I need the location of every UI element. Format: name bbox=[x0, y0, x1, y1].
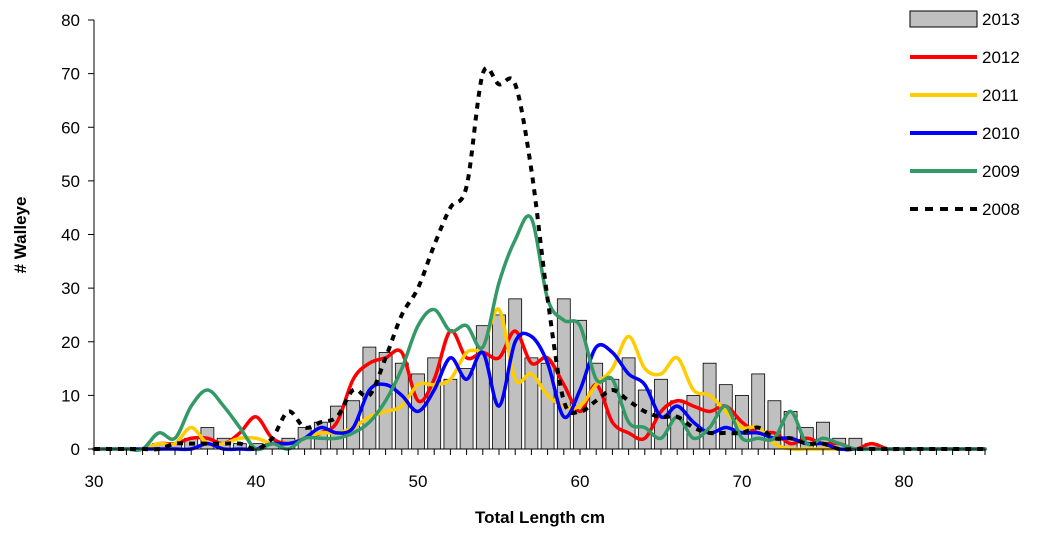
legend-label-2013: 2013 bbox=[982, 10, 1020, 29]
x-tick-label-80: 80 bbox=[895, 472, 914, 491]
series-line-2011 bbox=[92, 307, 987, 452]
series-line-2010 bbox=[92, 331, 987, 452]
x-axis-title: Total Length cm bbox=[475, 508, 605, 527]
y-tick-label-70: 70 bbox=[61, 65, 80, 84]
bar-57 bbox=[524, 357, 539, 450]
legend: 2013 2012 2011 2010 2009 2008 bbox=[909, 10, 1020, 219]
y-tick-label-30: 30 bbox=[61, 279, 80, 298]
x-tick-label-40: 40 bbox=[247, 472, 266, 491]
legend-label-2009: 2009 bbox=[982, 162, 1020, 181]
y-tick-label-80: 80 bbox=[61, 11, 80, 30]
bar-52 bbox=[443, 378, 458, 450]
legend-label-2010: 2010 bbox=[982, 124, 1020, 143]
legend-item-2008: 2008 bbox=[910, 200, 1020, 219]
bar-55 bbox=[492, 314, 506, 450]
ticks-layer: 0 10 20 30 40 50 60 70 80 30 40 50 60 70 80 bbox=[61, 11, 986, 491]
x-tick-label-50: 50 bbox=[409, 472, 428, 491]
legend-swatch-2013 bbox=[909, 10, 978, 28]
legend-item-2010: 2010 bbox=[910, 124, 1020, 143]
legend-label-2012: 2012 bbox=[982, 48, 1020, 67]
series-line-2009 bbox=[92, 214, 987, 452]
x-tick-label-30: 30 bbox=[85, 472, 104, 491]
bar-68 bbox=[702, 362, 717, 450]
legend-item-2012: 2012 bbox=[910, 48, 1020, 67]
legend-label-2008: 2008 bbox=[982, 200, 1020, 219]
legend-label-2011: 2011 bbox=[982, 86, 1019, 105]
lines-layer bbox=[92, 65, 987, 452]
y-tick-label-50: 50 bbox=[61, 172, 80, 191]
x-tick-label-60: 60 bbox=[571, 472, 590, 491]
y-tick-label-10: 10 bbox=[61, 386, 80, 405]
y-tick-label-40: 40 bbox=[61, 226, 80, 245]
y-axis-title: # Walleye bbox=[11, 197, 30, 274]
legend-item-2011: 2011 bbox=[910, 86, 1019, 105]
legend-item-2013: 2013 bbox=[909, 10, 1020, 29]
legend-item-2009: 2009 bbox=[910, 162, 1020, 181]
y-tick-label-20: 20 bbox=[61, 333, 80, 352]
y-tick-label-60: 60 bbox=[61, 118, 80, 137]
y-tick-label-0: 0 bbox=[71, 440, 80, 459]
x-tick-label-70: 70 bbox=[733, 472, 752, 491]
